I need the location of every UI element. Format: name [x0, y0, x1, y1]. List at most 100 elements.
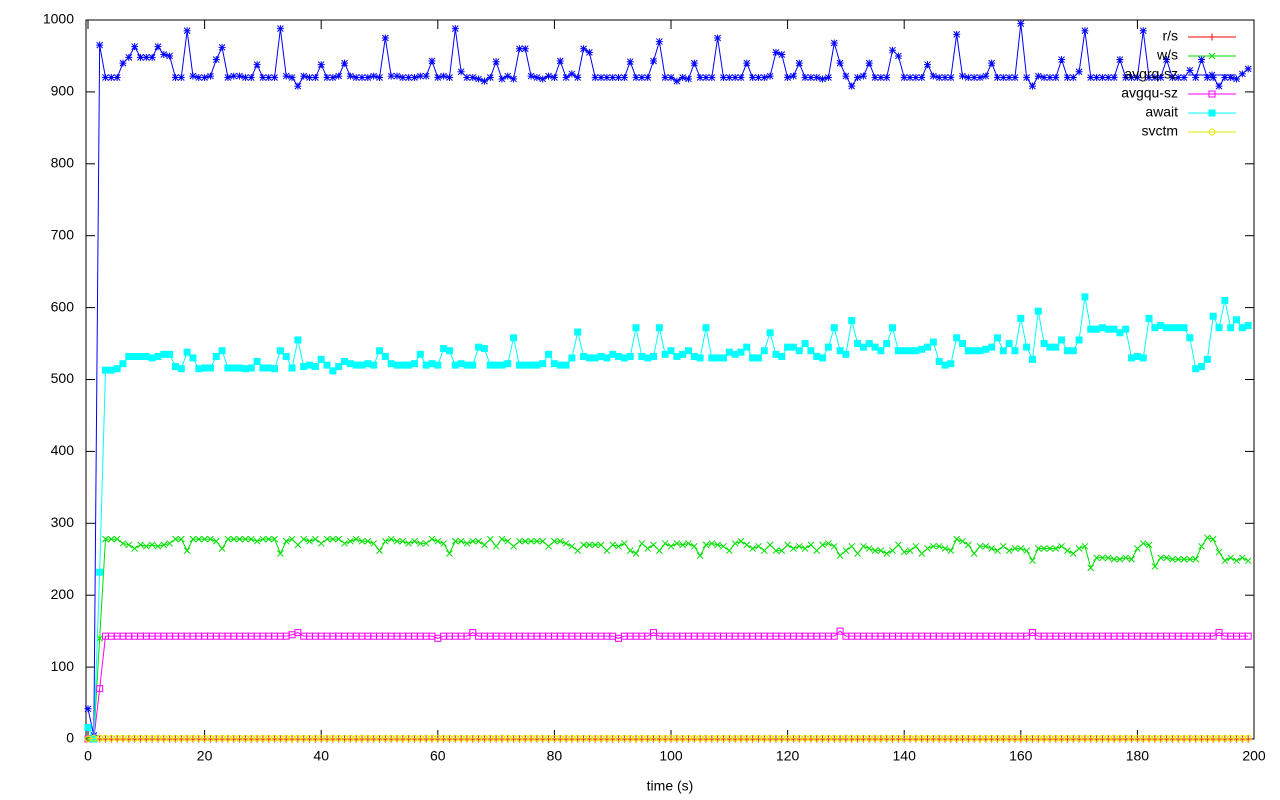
data-point: [597, 74, 605, 82]
data-point: [341, 59, 349, 67]
data-point: [632, 324, 640, 332]
data-point: [236, 72, 244, 80]
data-point: [1034, 307, 1042, 315]
data-point: [900, 548, 908, 556]
data-point: [615, 542, 622, 550]
data-point: [1180, 324, 1188, 332]
data-point: [416, 540, 424, 547]
data-point: [329, 535, 337, 543]
data-point: [1221, 557, 1229, 565]
data-point: [1005, 74, 1013, 82]
data-point: [131, 545, 138, 552]
data-point: [1063, 74, 1071, 82]
legend-marker: [1208, 109, 1216, 117]
x-tick-label: 200: [1242, 748, 1266, 764]
data-point: [282, 72, 290, 80]
data-point: [883, 340, 891, 348]
data-point: [241, 365, 249, 373]
data-point: [790, 545, 797, 552]
y-tick-label: 300: [51, 514, 75, 530]
data-point: [480, 77, 488, 85]
data-point: [515, 45, 523, 53]
data-point: [778, 547, 786, 554]
data-point: [813, 547, 821, 554]
data-point: [714, 34, 722, 42]
data-point: [889, 324, 897, 332]
data-point: [988, 59, 996, 67]
data-point: [626, 547, 634, 554]
data-point: [562, 74, 570, 82]
data-point: [1221, 74, 1229, 82]
data-point: [865, 340, 873, 348]
data-point: [1081, 293, 1089, 301]
data-point: [102, 535, 109, 543]
data-point: [725, 547, 733, 554]
data-point: [661, 350, 669, 358]
data-point: [988, 545, 996, 552]
data-point: [819, 541, 826, 549]
data-point: [1081, 542, 1089, 550]
data-point: [177, 74, 185, 82]
data-point: [1168, 324, 1176, 332]
data-point: [766, 72, 774, 80]
data-point: [620, 74, 628, 82]
y-tick-label: 1000: [43, 11, 74, 27]
data-point: [335, 363, 343, 371]
data-point: [1174, 324, 1182, 332]
data-point: [276, 25, 284, 33]
data-point: [580, 45, 588, 53]
data-point: [714, 354, 722, 362]
data-point: [1139, 27, 1147, 35]
data-point: [702, 324, 710, 332]
data-point: [1244, 734, 1252, 742]
legend-label: avgrq-sz: [1124, 66, 1178, 82]
data-point: [242, 535, 249, 543]
data-point: [1198, 542, 1205, 550]
data-point: [784, 74, 792, 82]
data-point: [142, 53, 150, 61]
data-point: [591, 74, 599, 82]
data-point: [719, 74, 727, 82]
data-point: [1151, 324, 1159, 332]
data-point: [795, 59, 803, 67]
data-point: [871, 547, 879, 554]
data-point: [1099, 554, 1106, 562]
data-point: [603, 74, 611, 82]
data-point: [416, 350, 424, 358]
data-point: [1116, 56, 1124, 64]
data-point: [381, 34, 389, 42]
data-point: [545, 72, 553, 80]
data-point: [830, 542, 838, 550]
data-point: [300, 72, 308, 80]
data-point: [1093, 554, 1100, 562]
data-point: [207, 535, 214, 543]
data-point: [1238, 324, 1246, 332]
data-point: [1116, 329, 1124, 337]
data-point: [1052, 343, 1060, 351]
data-point: [317, 61, 325, 69]
data-point: [107, 535, 115, 543]
data-point: [638, 74, 646, 82]
data-point: [1098, 74, 1106, 82]
data-point: [813, 74, 821, 82]
data-point: [201, 535, 208, 543]
data-point: [1052, 545, 1060, 552]
data-point: [527, 72, 535, 80]
data-point: [749, 354, 757, 362]
legend-label: avgqu-sz: [1121, 85, 1178, 101]
data-point: [766, 541, 774, 549]
data-point: [696, 552, 704, 560]
data-point: [463, 361, 471, 369]
data-point: [393, 72, 401, 80]
data-point: [387, 72, 395, 80]
y-tick-label: 900: [51, 83, 75, 99]
data-point: [1145, 314, 1153, 322]
data-point: [212, 56, 220, 64]
data-point: [376, 74, 383, 82]
data-point: [504, 537, 512, 545]
data-point: [247, 364, 255, 372]
data-point: [603, 547, 611, 554]
data-point: [562, 361, 570, 369]
data-point: [1058, 336, 1066, 344]
